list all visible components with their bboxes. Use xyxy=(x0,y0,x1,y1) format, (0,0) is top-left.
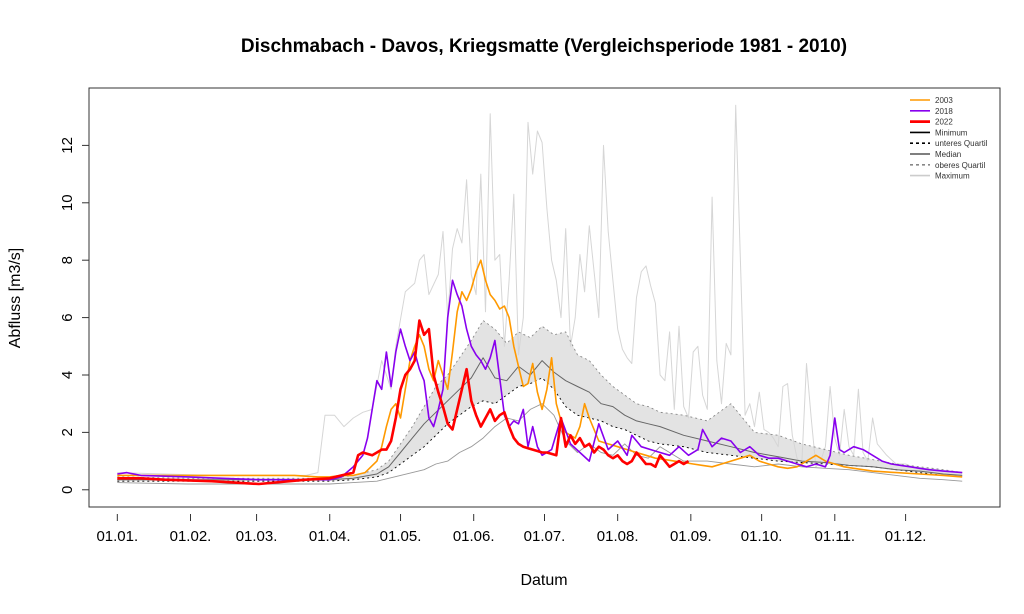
legend-label: Minimum xyxy=(935,128,968,137)
x-tick-label: 01.03. xyxy=(236,528,278,545)
x-tick-label: 01.10. xyxy=(741,528,783,545)
x-tick-label: 01.04. xyxy=(309,528,351,545)
x-tick-label: 01.09. xyxy=(670,528,712,545)
x-axis: 01.01. 01.02. 01.03. 01.04. 01.05. 01.06. 01.0… xyxy=(96,506,927,545)
y-tick-label: 12 xyxy=(59,137,76,154)
x-tick-label: 01.06. xyxy=(453,528,495,545)
y-tick-label: 4 xyxy=(59,371,76,379)
y-tick-label: 0 xyxy=(59,486,76,494)
series-line-minimum xyxy=(117,403,963,485)
plot-frame xyxy=(88,87,1001,508)
legend-label: unteres Quartil xyxy=(935,139,988,148)
series-line-unteres-quartil xyxy=(117,377,963,482)
series-line-median xyxy=(117,357,963,481)
y-axis-label: Abfluss [m3/s] xyxy=(7,248,24,348)
series-line-maximum xyxy=(117,104,963,476)
y-tick-label: 6 xyxy=(59,313,76,321)
x-tick-label: 01.12. xyxy=(885,528,927,545)
x-tick-label: 01.07. xyxy=(524,528,566,545)
legend-label: 2003 xyxy=(935,96,953,105)
legend-label: 2022 xyxy=(935,118,953,127)
y-axis: 0 2 4 6 8 10 12 xyxy=(59,137,90,494)
series-line-2003 xyxy=(117,259,963,478)
y-tick-label: 10 xyxy=(59,194,76,211)
x-tick-label: 01.01. xyxy=(96,528,138,545)
series-line-2022 xyxy=(117,319,690,486)
y-tick-label: 8 xyxy=(59,256,76,264)
x-axis-label: Datum xyxy=(520,572,567,589)
x-tick-label: 01.05. xyxy=(380,528,422,545)
legend-label: oberes Quartil xyxy=(935,161,985,170)
legend-label: Median xyxy=(935,150,961,159)
chart-title: Dischmabach - Davos, Kriegsmatte (Vergle… xyxy=(241,36,847,57)
y-tick-label: 2 xyxy=(59,428,76,436)
legend-label: 2018 xyxy=(935,107,953,116)
x-tick-label: 01.11. xyxy=(814,528,855,545)
iqr-band xyxy=(117,320,963,482)
quartile-band xyxy=(117,320,963,482)
series-line-oberes-quartil xyxy=(117,320,963,479)
legend-label: Maximum xyxy=(935,172,970,181)
series-line-2018 xyxy=(117,279,963,481)
series-lines xyxy=(117,104,963,486)
x-tick-label: 01.02. xyxy=(170,528,212,545)
x-tick-label: 01.08. xyxy=(597,528,639,545)
